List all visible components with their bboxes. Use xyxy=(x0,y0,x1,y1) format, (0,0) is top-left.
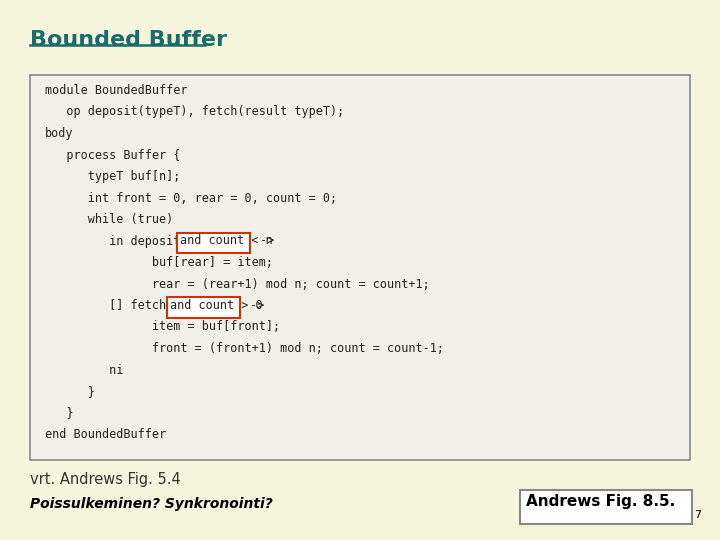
Text: }: } xyxy=(45,385,95,398)
FancyBboxPatch shape xyxy=(166,297,240,318)
Text: op deposit(typeT), fetch(result typeT);: op deposit(typeT), fetch(result typeT); xyxy=(45,105,344,118)
Text: item = buf[front];: item = buf[front]; xyxy=(45,321,280,334)
Text: Poissulkeminen? Synkronointi?: Poissulkeminen? Synkronointi? xyxy=(30,497,273,511)
Text: [] fetch(item): [] fetch(item) xyxy=(45,299,216,312)
Text: int front = 0, rear = 0, count = 0;: int front = 0, rear = 0, count = 0; xyxy=(45,192,337,205)
Text: ->: -> xyxy=(243,299,264,312)
Text: Bounded Buffer: Bounded Buffer xyxy=(30,30,227,50)
Text: ->: -> xyxy=(253,234,274,247)
Text: module BoundedBuffer: module BoundedBuffer xyxy=(45,84,187,97)
Text: buf[rear] = item;: buf[rear] = item; xyxy=(45,256,273,269)
Text: vrt. Andrews Fig. 5.4: vrt. Andrews Fig. 5.4 xyxy=(30,472,181,487)
FancyBboxPatch shape xyxy=(520,490,692,524)
Text: rear = (rear+1) mod n; count = count+1;: rear = (rear+1) mod n; count = count+1; xyxy=(45,278,430,291)
Text: 7: 7 xyxy=(694,510,701,520)
Text: typeT buf[n];: typeT buf[n]; xyxy=(45,170,181,183)
FancyBboxPatch shape xyxy=(30,75,690,460)
Text: Andrews Fig. 8.5.: Andrews Fig. 8.5. xyxy=(526,494,675,509)
Text: }: } xyxy=(45,407,73,420)
Text: and count > 0: and count > 0 xyxy=(170,299,262,312)
Text: body: body xyxy=(45,127,73,140)
Text: front = (front+1) mod n; count = count-1;: front = (front+1) mod n; count = count-1… xyxy=(45,342,444,355)
Text: end BoundedBuffer: end BoundedBuffer xyxy=(45,428,166,441)
Text: while (true): while (true) xyxy=(45,213,174,226)
Text: ni: ni xyxy=(45,363,123,376)
Text: in deposit(item): in deposit(item) xyxy=(45,234,230,247)
Text: and count < n: and count < n xyxy=(180,234,273,247)
Text: process Buffer {: process Buffer { xyxy=(45,148,181,161)
FancyBboxPatch shape xyxy=(177,233,250,253)
